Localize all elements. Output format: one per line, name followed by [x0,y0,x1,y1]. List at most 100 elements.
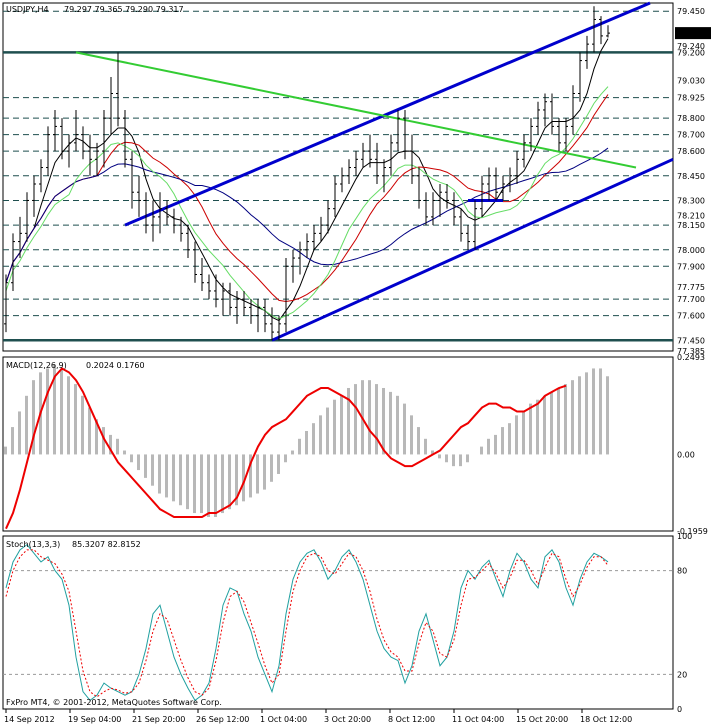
current-price-box [675,27,711,40]
price-bar [536,101,540,135]
macd-histogram-bar [354,384,357,455]
x-axis-label: 1 Oct 04:00 [260,715,307,724]
copyright-text: FxPro MT4, © 2001-2012, MetaQuotes Softw… [6,698,222,707]
price-bar [88,134,92,176]
price-bar [578,52,582,102]
x-axis-label: 15 Oct 20:00 [516,715,568,724]
price-bar [494,167,498,201]
price-bar [473,200,477,250]
macd-histogram-bar [32,380,35,455]
macd-histogram-bar [74,384,77,455]
price-bar [263,299,267,333]
macd-histogram-bar [431,450,434,455]
price-bar [347,159,351,184]
stoch-main-line [5,543,609,702]
symbol-timeframe: USDJPY,H4 [6,5,49,14]
price-bar [102,109,106,168]
macd-histogram-bar [151,454,154,486]
price-trendlines[interactable] [75,1,674,342]
macd-label: MACD(12,26,9) [6,361,67,370]
macd-histogram-bar [109,434,112,455]
price-bar [445,183,449,209]
x-axis-label: 18 Oct 12:00 [580,715,632,724]
price-bar [284,258,288,333]
macd-histogram-bar [599,368,602,455]
macd-histogram-bar [606,376,609,455]
price-bar [403,109,407,160]
price-bar [466,225,470,250]
price-bar [487,167,491,201]
macd-histogram-bar [116,438,119,455]
price-bar [95,142,99,176]
moving-average-line [5,147,609,283]
macd-axis-label: 0.2493 [677,353,705,362]
price-bar [557,118,561,152]
price-bar [11,233,15,291]
price-bar [18,216,22,259]
macd-histogram-bar [438,454,441,459]
price-bar [459,208,463,242]
price-axis-label: 78.000 [677,246,705,255]
price-bar [452,192,456,226]
price-bar [130,151,134,209]
macd-histogram-bar [172,454,175,502]
price-bar [193,241,197,283]
x-axis-label: 8 Oct 12:00 [388,715,435,724]
macd-histogram-bar [550,391,553,455]
price-bar [522,134,526,168]
price-axis-label: 79.240 [677,42,705,51]
macd-histogram-bar [242,454,245,502]
price-bar [25,192,29,242]
macd-panel [4,364,609,530]
macd-histogram-bar [18,411,21,455]
macd-histogram-bar [11,427,14,455]
macd-histogram-bar [277,454,280,474]
panel-frames [2,2,674,710]
price-horizontal-levels[interactable] [3,10,673,342]
price-bar [550,93,554,135]
macd-histogram-bar [200,454,203,514]
stoch-axis-label: 100 [677,532,692,541]
channel-upper-line [124,1,651,227]
macd-histogram-bar [312,423,315,455]
price-bar [32,175,36,217]
macd-histogram-bar [508,423,511,455]
macd-histogram-bar [564,384,567,455]
macd-histogram-bar [592,368,595,455]
macd-axis-label: -0.1959 [677,527,708,536]
price-axis-label: 77.775 [677,283,705,292]
macd-histogram-bar [578,376,581,455]
macd-histogram-bar [249,454,252,498]
macd-histogram-bar [207,454,210,517]
x-axis-label: 19 Sep 04:00 [68,715,121,724]
x-axis-label: 14 Sep 2012 [4,715,55,724]
macd-histogram-bar [193,454,196,514]
price-bar [305,233,309,259]
price-bar [410,134,414,184]
macd-histogram-bar [81,395,84,455]
macd-histogram-bar [284,454,287,463]
moving-average-line [5,94,609,303]
price-axis-label: 77.450 [677,336,705,345]
price-bar [564,118,568,152]
macd-histogram-bar [389,391,392,455]
price-bar [151,200,155,242]
macd-histogram-bar [459,454,462,467]
price-bar [529,118,533,152]
macd-histogram-bar [123,450,126,455]
channel-lower-line [271,157,674,342]
price-bar [375,142,379,184]
macd-histogram-bar [417,427,420,455]
macd-histogram-bar [480,446,483,455]
current-price-label: 79.317 [678,29,706,38]
macd-histogram-bar [270,454,273,482]
price-axis-label: 78.600 [677,147,705,156]
price-axis-label: 79.450 [677,7,705,16]
macd-histogram-bar [158,454,161,494]
price-bar [298,241,302,275]
descending-trendline [75,51,637,169]
macd-axis-label: 0.00 [677,450,695,459]
macd-histogram-bar [263,454,266,490]
price-bar [214,274,218,308]
